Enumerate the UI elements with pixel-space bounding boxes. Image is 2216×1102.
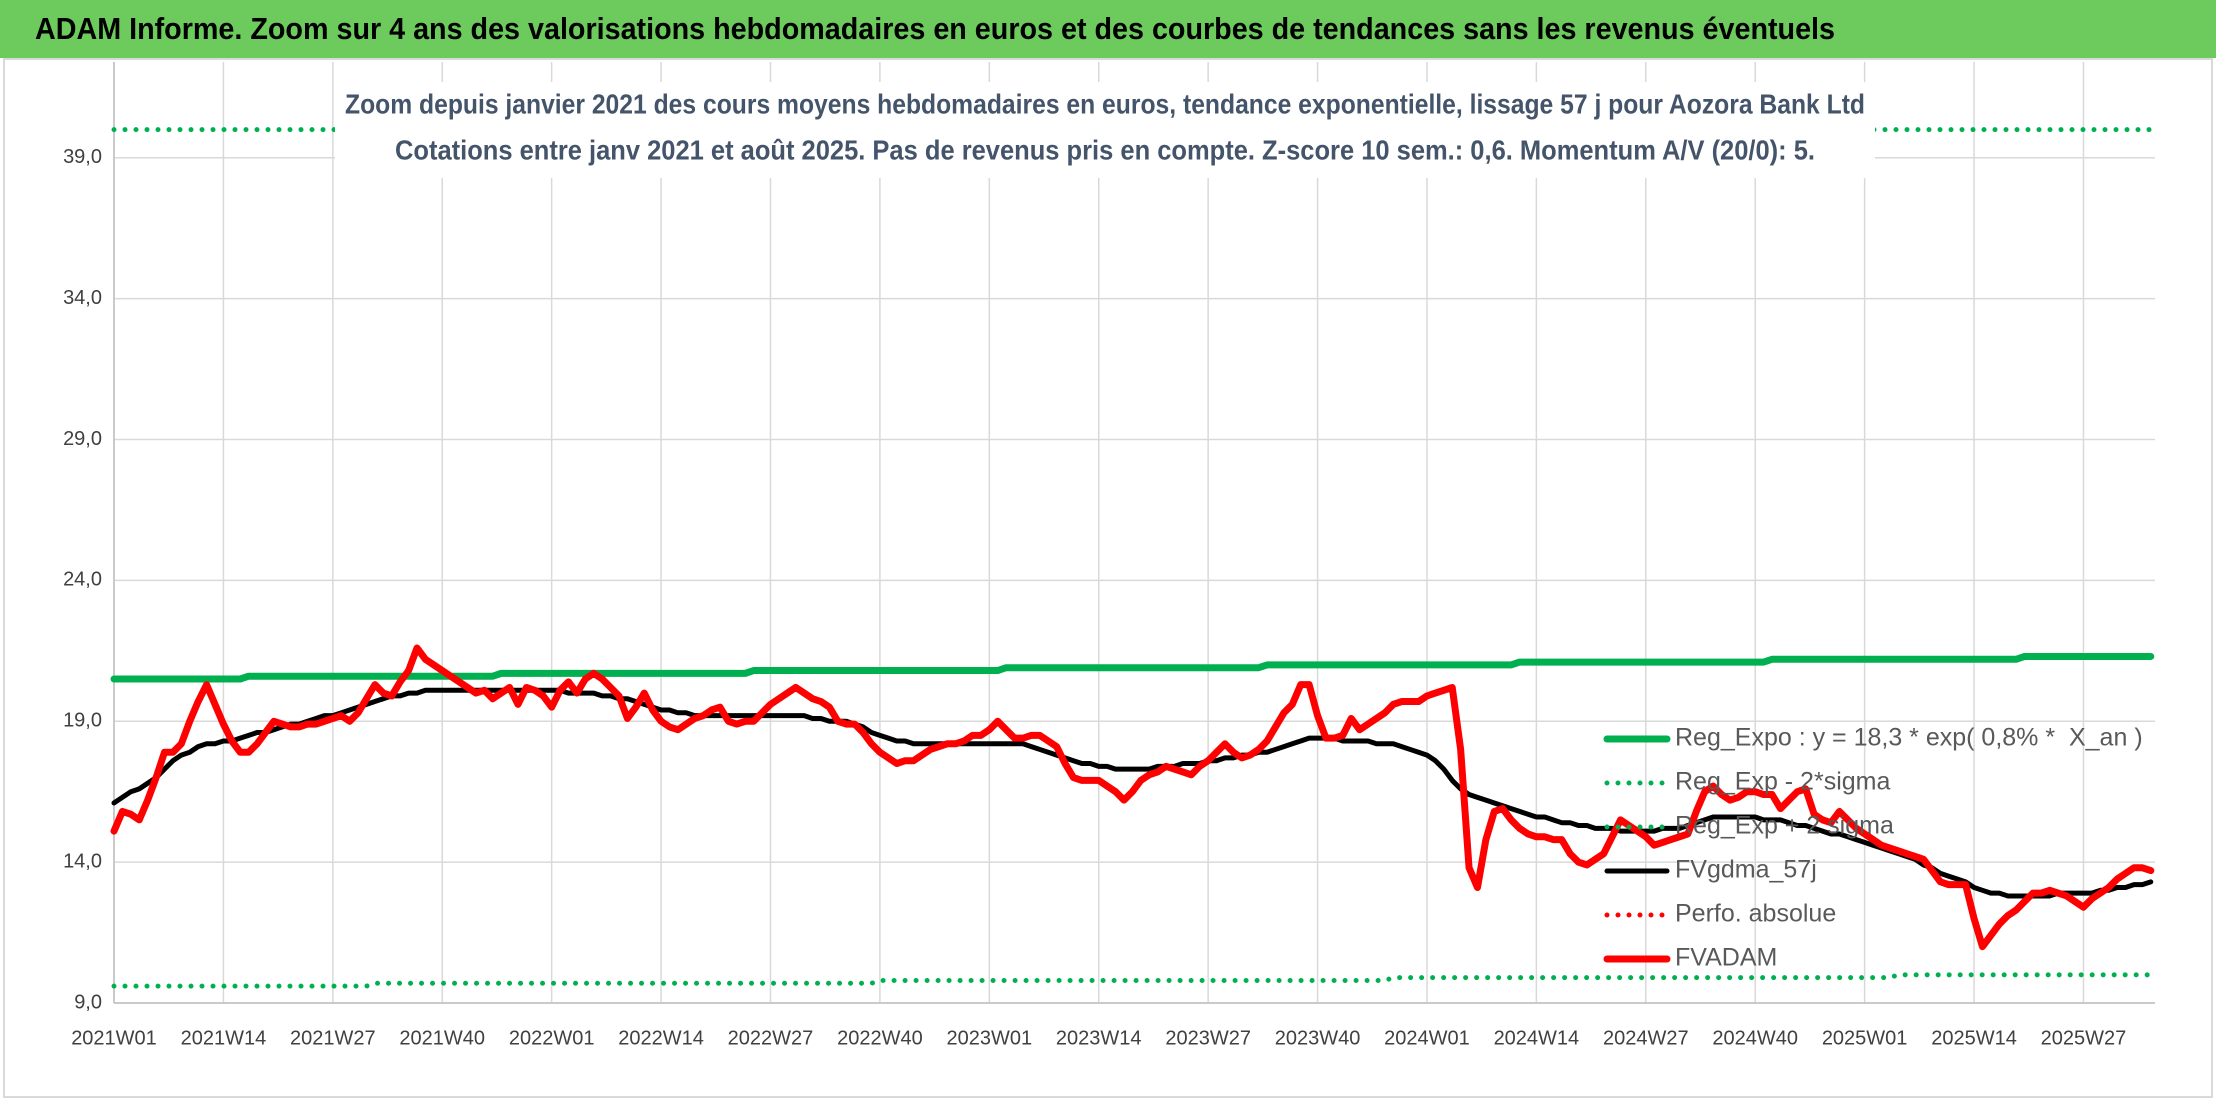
legend-label: Perfo. absolue bbox=[1675, 900, 1836, 928]
x-tick-label: 2023W27 bbox=[1165, 1027, 1251, 1049]
x-tick-label: 2024W40 bbox=[1712, 1027, 1798, 1049]
legend-label: FVADAM bbox=[1675, 944, 1777, 972]
series-line bbox=[111, 972, 2154, 989]
legend-label: Reg_Exp - 2*sigma bbox=[1675, 768, 1890, 796]
x-tick-label: 2025W14 bbox=[1931, 1027, 2017, 1049]
series-line bbox=[111, 687, 2154, 899]
x-tick-label: 2022W01 bbox=[509, 1027, 595, 1049]
header-bar bbox=[0, 0, 2216, 58]
legend-label: Reg_Expo : y = 18,3 * exp( 0,8% * X_an ) bbox=[1675, 724, 2143, 752]
x-tick-label: 2022W14 bbox=[618, 1027, 704, 1049]
x-tick-label: 2022W27 bbox=[728, 1027, 814, 1049]
legend-label: FVgdma_57j bbox=[1675, 856, 1817, 884]
y-tick-label: 34,0 bbox=[63, 287, 102, 309]
x-tick-label: 2023W14 bbox=[1056, 1027, 1142, 1049]
x-tick-label: 2023W01 bbox=[947, 1027, 1033, 1049]
chart-frame bbox=[3, 58, 2213, 1098]
x-tick-label: 2024W14 bbox=[1494, 1027, 1580, 1049]
y-tick-label: 19,0 bbox=[63, 710, 102, 732]
x-tick-label: 2022W40 bbox=[837, 1027, 923, 1049]
grid: 9,0 14,0 19,0 24,0 29,0 34,0 39,0 2021W01 2021W1… bbox=[63, 62, 2155, 1049]
y-tick-label: 39,0 bbox=[63, 146, 102, 168]
x-tick-label: 2025W01 bbox=[1822, 1027, 1908, 1049]
x-tick-label: 2024W27 bbox=[1603, 1027, 1689, 1049]
y-tick-label: 9,0 bbox=[74, 991, 102, 1013]
title-box bbox=[335, 82, 1875, 178]
chart-title: Zoom depuis janvier 2021 des cours moyen… bbox=[345, 88, 1865, 119]
x-tick-label: 2023W40 bbox=[1275, 1027, 1361, 1049]
x-tick-label: 2021W27 bbox=[290, 1027, 376, 1049]
y-tick-label: 29,0 bbox=[63, 428, 102, 450]
x-tick-label: 2024W01 bbox=[1384, 1027, 1470, 1049]
y-tick-label: 24,0 bbox=[63, 569, 102, 591]
y-tick-label: 14,0 bbox=[63, 850, 102, 872]
legend: Reg_Expo : y = 18,3 * exp( 0,8% * X_an )… bbox=[1603, 724, 2143, 972]
series-line bbox=[110, 644, 2155, 951]
x-tick-label: 2021W01 bbox=[71, 1027, 157, 1049]
legend-label: Reg_Exp + 2 sigma bbox=[1675, 812, 1894, 840]
header-title: ADAM Informe. Zoom sur 4 ans des valoris… bbox=[35, 11, 1835, 46]
x-tick-label: 2025W27 bbox=[2041, 1027, 2127, 1049]
chart-subtitle: Cotations entre janv 2021 et août 2025. … bbox=[395, 134, 1815, 165]
x-tick-label: 2021W14 bbox=[181, 1027, 267, 1049]
x-tick-label: 2021W40 bbox=[399, 1027, 485, 1049]
